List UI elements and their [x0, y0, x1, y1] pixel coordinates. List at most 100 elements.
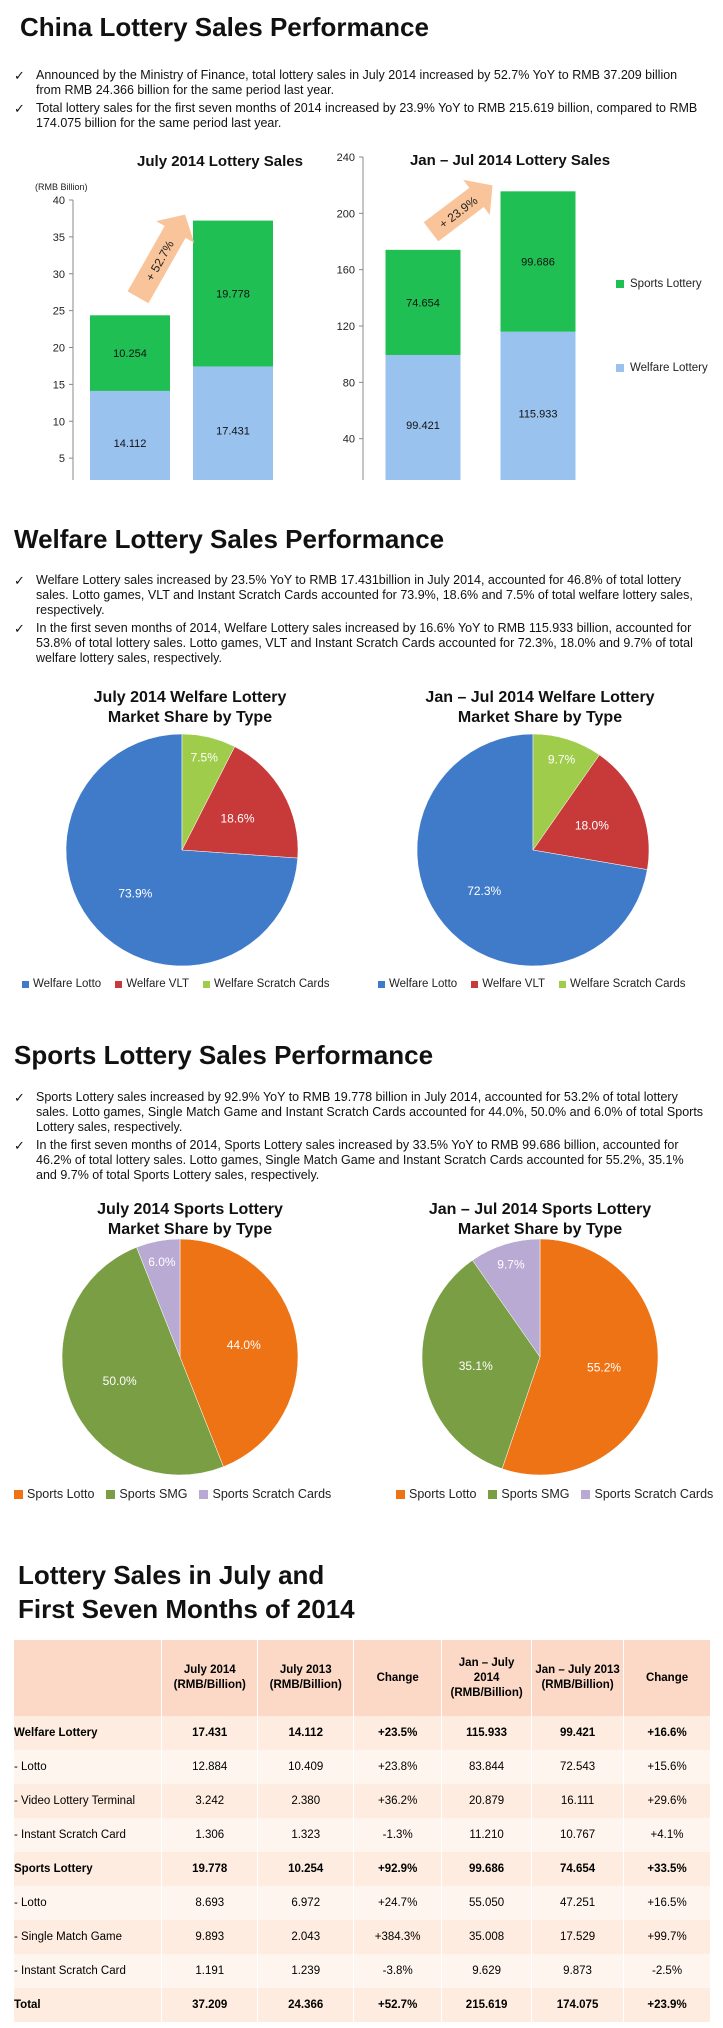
table-cell: 83.844 [441, 1750, 533, 1784]
legend-label: Welfare Scratch Cards [214, 978, 330, 990]
table-header-cell: July 2014 (RMB/Billion) [161, 1640, 259, 1716]
legend-item: Sports Scratch Cards [199, 1487, 331, 1501]
pie-slice-label: 18.0% [575, 818, 609, 832]
bullet-text: Welfare Lottery sales increased by 23.5%… [36, 573, 693, 617]
table-cell: 1.323 [257, 1818, 355, 1852]
table-cell: 20.879 [441, 1784, 533, 1818]
table-header-cell: Jan – July 2013 (RMB/Billion) [531, 1640, 625, 1716]
table-cell: 16.111 [531, 1784, 625, 1818]
table-cell: +33.5% [623, 1852, 711, 1886]
legend-label: Welfare Lotto [389, 978, 458, 990]
y-tick-label: 160 [337, 265, 355, 277]
pie-title-line: Market Share by Type [107, 1221, 273, 1238]
table-header-cell: July 2013 (RMB/Billion) [257, 1640, 355, 1716]
y-tick-label: 30 [53, 269, 65, 281]
table-cell: 99.421 [531, 1716, 625, 1750]
table-cell: 2.043 [257, 1920, 355, 1954]
table-cell: 55.050 [441, 1886, 533, 1920]
bar-value-label: 17.431 [216, 426, 250, 438]
legend-label: Sports Scratch Cards [212, 1487, 332, 1501]
bar-value-label: 99.421 [406, 420, 440, 432]
legend-label: Sports SMG [119, 1487, 188, 1501]
section-title-welfare: Welfare Lottery Sales Performance [14, 524, 445, 554]
table-header-cell: Change [623, 1640, 711, 1716]
legend-label: Sports Lottery [630, 278, 702, 290]
bar-chart-july-sales: (RMB Billion)051015202530354014.11210.25… [35, 182, 273, 480]
table-cell: 10.767 [531, 1818, 625, 1852]
table-cell: -1.3% [353, 1818, 443, 1852]
bar-value-label: 10.254 [113, 348, 147, 360]
bar-value-label: 74.654 [406, 297, 440, 309]
table-cell: 14.112 [257, 1716, 355, 1750]
legend-swatch [22, 980, 29, 988]
bullet-item: ✓ In the first seven months of 2014, Welf… [14, 621, 704, 666]
legend-swatch [616, 364, 624, 372]
table-row: - Video Lottery Terminal 3.242 2.380 +36.2%… [14, 1784, 711, 1818]
legend-swatch [396, 1489, 405, 1499]
bullet-text: Sports Lottery sales increased by 92.9% … [36, 1090, 704, 1134]
bar-segment [193, 366, 273, 480]
pie-chart-july-sports: 44.0% 50.0% 6.0% [61, 1238, 299, 1476]
checkmark-icon: ✓ [14, 1090, 25, 1105]
section-title-sports: Sports Lottery Sales Performance [14, 1040, 434, 1070]
y-axis-unit-label: (RMB Billion) [35, 182, 88, 192]
legend-swatch [488, 1489, 498, 1499]
pie-title-line: July 2014 Welfare Lottery [93, 689, 287, 706]
table-cell: 9.873 [531, 1954, 625, 1988]
growth-arrow-shape [127, 214, 195, 304]
y-tick-label: 40 [343, 434, 355, 446]
bullet-text: Announced by the Ministry of Finance, to… [36, 68, 678, 97]
pie-slice [501, 1238, 659, 1476]
pie-slice [532, 754, 650, 870]
table-title-line: First Seven Months of 2014 [18, 1594, 355, 1624]
table-cell: +99.7% [623, 1920, 711, 1954]
table-cell: +16.5% [623, 1886, 711, 1920]
legend-label: Sports Lotto [27, 1487, 95, 1501]
bar-value-label: 19.778 [216, 289, 250, 301]
bar-chart-janjul-sales: (RMB Billion)0408012016020024099.42174.6… [337, 152, 576, 480]
legend-label: Welfare Lottery [630, 362, 708, 374]
table-cell: 9.893 [161, 1920, 259, 1954]
bullet-item: ✓ Announced by the Ministry of Finance, t… [14, 68, 704, 98]
table-row-label: - Single Match Game [14, 1920, 163, 1954]
pie-slice-label: 35.1% [459, 1359, 493, 1373]
legend-item: Sports SMG [106, 1487, 187, 1501]
bar-segment [385, 249, 461, 355]
pie-title-line: July 2014 Sports Lottery [97, 1201, 283, 1218]
y-tick-label: 20 [53, 343, 65, 355]
table-row-label: - Instant Scratch Card [14, 1818, 163, 1852]
table-cell: 11.210 [441, 1818, 533, 1852]
bar-value-label: 14.112 [114, 438, 147, 450]
table-cell: +52.7% [353, 1988, 443, 2022]
table-cell: +92.9% [353, 1852, 443, 1886]
table-cell: +36.2% [353, 1784, 443, 1818]
legend-swatch [581, 1489, 591, 1499]
table-cell: 115.933 [441, 1716, 533, 1750]
section-title-china: China Lottery Sales Performance [20, 12, 429, 42]
checkmark-icon: ✓ [14, 573, 25, 588]
table-cell: +4.1% [623, 1818, 711, 1852]
pie-chart-july-welfare: 73.9% 18.6% 7.5% [65, 733, 299, 967]
legend-label: Sports SMG [501, 1487, 570, 1501]
table-cell: 10.254 [257, 1852, 355, 1886]
table-cell: +29.6% [623, 1784, 711, 1818]
pie-slice-label: 72.3% [467, 884, 501, 898]
table-cell: +23.9% [623, 1988, 711, 2022]
bar-segment [500, 191, 576, 332]
pie-slice [61, 1246, 224, 1476]
table-cell: 37.209 [161, 1988, 259, 2022]
table-row: Welfare Lottery 17.431 14.112 +23.5% 115.933… [14, 1716, 711, 1750]
table-cell: 17.431 [161, 1716, 259, 1750]
bullet-item: ✓ Welfare Lottery sales increased by 23.5… [14, 573, 704, 618]
table-cell: +16.6% [623, 1716, 711, 1750]
legend-swatch [115, 980, 123, 988]
pie-title-line: Market Share by Type [457, 1221, 623, 1238]
legend-swatch [378, 980, 385, 988]
growth-arrow: + 23.9% [423, 179, 493, 242]
section2-bullets: ✓ Welfare Lottery sales increased by 23.5… [14, 573, 704, 669]
table-row-label: Welfare Lottery [14, 1716, 163, 1750]
y-tick-label: 15 [53, 379, 65, 391]
table-cell: +23.8% [353, 1750, 443, 1784]
table-cell: 8.693 [161, 1886, 259, 1920]
legend-item-sports: Sports Lottery [616, 278, 702, 290]
